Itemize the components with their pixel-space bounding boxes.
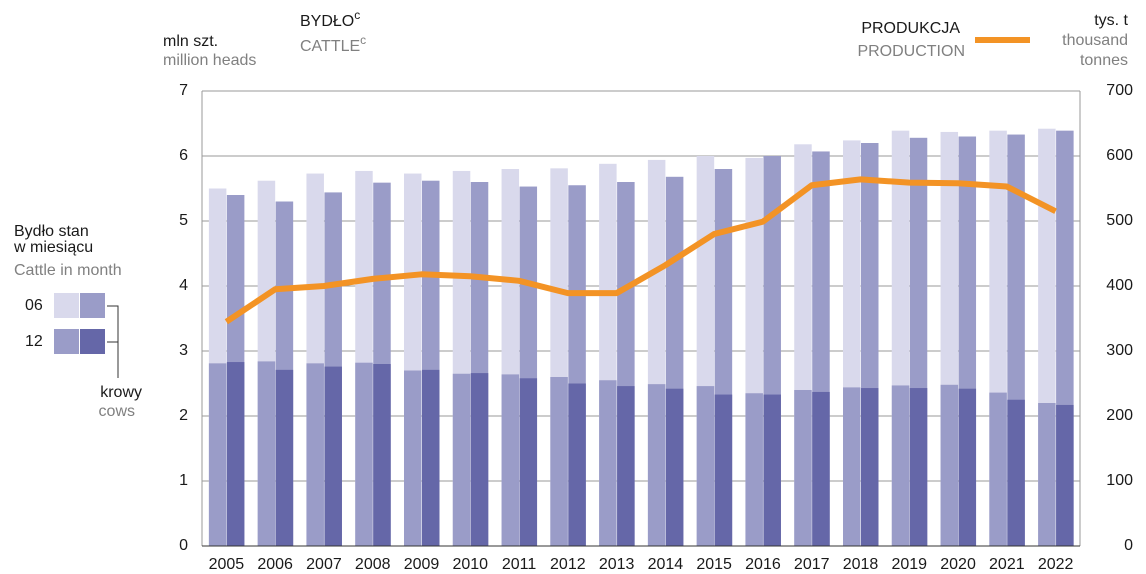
- y-tick-label: 6: [179, 147, 188, 164]
- bar: [355, 362, 373, 546]
- legend-label: 12: [25, 333, 43, 350]
- title: BYDŁOc: [300, 8, 360, 30]
- x-tick-label: 2012: [550, 556, 586, 573]
- y-tick-label: 5: [179, 212, 188, 229]
- bar: [452, 373, 471, 546]
- x-tick-label: 2005: [209, 556, 245, 573]
- unit: mln szt.: [163, 33, 218, 50]
- y2-tick-label: 700: [1106, 82, 1133, 99]
- x-tick-label: 2007: [306, 556, 342, 573]
- legend-label: 06: [25, 297, 43, 314]
- bar: [306, 363, 324, 546]
- bar: [617, 386, 635, 546]
- y-tick-label: 2: [179, 407, 188, 424]
- x-tick-label: 2014: [648, 556, 684, 573]
- bar: [861, 388, 879, 546]
- x-tick-label: 2011: [502, 556, 537, 573]
- bar: [812, 391, 830, 546]
- x-tick-label: 2017: [794, 556, 830, 573]
- bar: [696, 386, 715, 546]
- bar: [501, 374, 520, 546]
- y2-tick-label: 500: [1106, 212, 1133, 229]
- x-tick-label: 2008: [355, 556, 391, 573]
- bar: [1007, 399, 1025, 546]
- bar: [794, 390, 812, 546]
- x-tick-label: 2022: [1038, 556, 1074, 573]
- y-tick-label: 4: [179, 277, 188, 294]
- y2-unit: tys. t: [1094, 12, 1128, 29]
- y-tick-label: 1: [179, 472, 188, 489]
- bar: [275, 369, 294, 546]
- bar: [763, 394, 781, 546]
- bar: [422, 369, 440, 546]
- bar: [745, 393, 763, 546]
- bar: [909, 388, 928, 546]
- bar: [714, 394, 733, 546]
- legend-title: w miesiącu: [13, 239, 93, 256]
- production-legend-en: PRODUCTION: [857, 43, 965, 60]
- bar: [843, 387, 861, 546]
- bar: [940, 384, 959, 546]
- x-tick-label: 2021: [989, 556, 1025, 573]
- bar: [257, 361, 276, 546]
- bar: [1038, 403, 1056, 546]
- bar: [568, 383, 586, 546]
- x-tick-label: 2006: [257, 556, 293, 573]
- legend-swatch: [54, 329, 79, 354]
- bar: [665, 388, 684, 546]
- y2-tick-label: 200: [1106, 407, 1133, 424]
- y-tick-label: 0: [179, 537, 188, 554]
- legend-bracket: [107, 305, 119, 343]
- legend-swatch: [80, 329, 105, 354]
- y2-tick-label: 0: [1124, 537, 1133, 554]
- legend-swatch: [80, 293, 105, 318]
- x-tick-label: 2013: [599, 556, 635, 573]
- production-line: [224, 176, 1057, 325]
- legend-cows-en: cows: [99, 403, 135, 420]
- x-tick-label: 2020: [940, 556, 976, 573]
- legend-cows: krowy: [100, 384, 142, 401]
- bar: [373, 364, 391, 546]
- x-tick-label: 2015: [696, 556, 732, 573]
- x-tick-label: 2009: [404, 556, 440, 573]
- y-tick-label: 7: [179, 82, 188, 99]
- production-legend: PRODUKCJA: [861, 20, 960, 37]
- bar: [324, 366, 342, 546]
- bar: [647, 384, 666, 546]
- y2-unit-en: thousand: [1062, 32, 1128, 49]
- x-tick-label: 2019: [891, 556, 927, 573]
- bar: [989, 392, 1007, 546]
- bar: [891, 385, 910, 546]
- y2-tick-label: 100: [1106, 472, 1133, 489]
- legend-title: Bydło stan: [14, 223, 89, 240]
- bar: [519, 378, 538, 546]
- bar: [958, 388, 977, 546]
- bar: [470, 373, 489, 546]
- y-tick-label: 3: [179, 342, 188, 359]
- y2-tick-label: 600: [1106, 147, 1133, 164]
- bar: [226, 362, 245, 546]
- y2-tick-label: 300: [1106, 342, 1133, 359]
- y2-unit-en: tonnes: [1080, 52, 1128, 69]
- bar: [404, 370, 422, 546]
- legend-swatch: [54, 293, 79, 318]
- x-tick-label: 2018: [843, 556, 879, 573]
- bar: [550, 377, 568, 546]
- x-tick-label: 2016: [745, 556, 781, 573]
- y2-tick-label: 400: [1106, 277, 1133, 294]
- bar: [599, 380, 617, 546]
- legend-title-en: Cattle in month: [14, 262, 122, 279]
- x-tick-label: 2010: [452, 556, 488, 573]
- bar: [1056, 404, 1074, 546]
- title-en: CATTLEc: [300, 33, 366, 55]
- unit-en: million heads: [163, 52, 256, 69]
- bar: [208, 363, 227, 546]
